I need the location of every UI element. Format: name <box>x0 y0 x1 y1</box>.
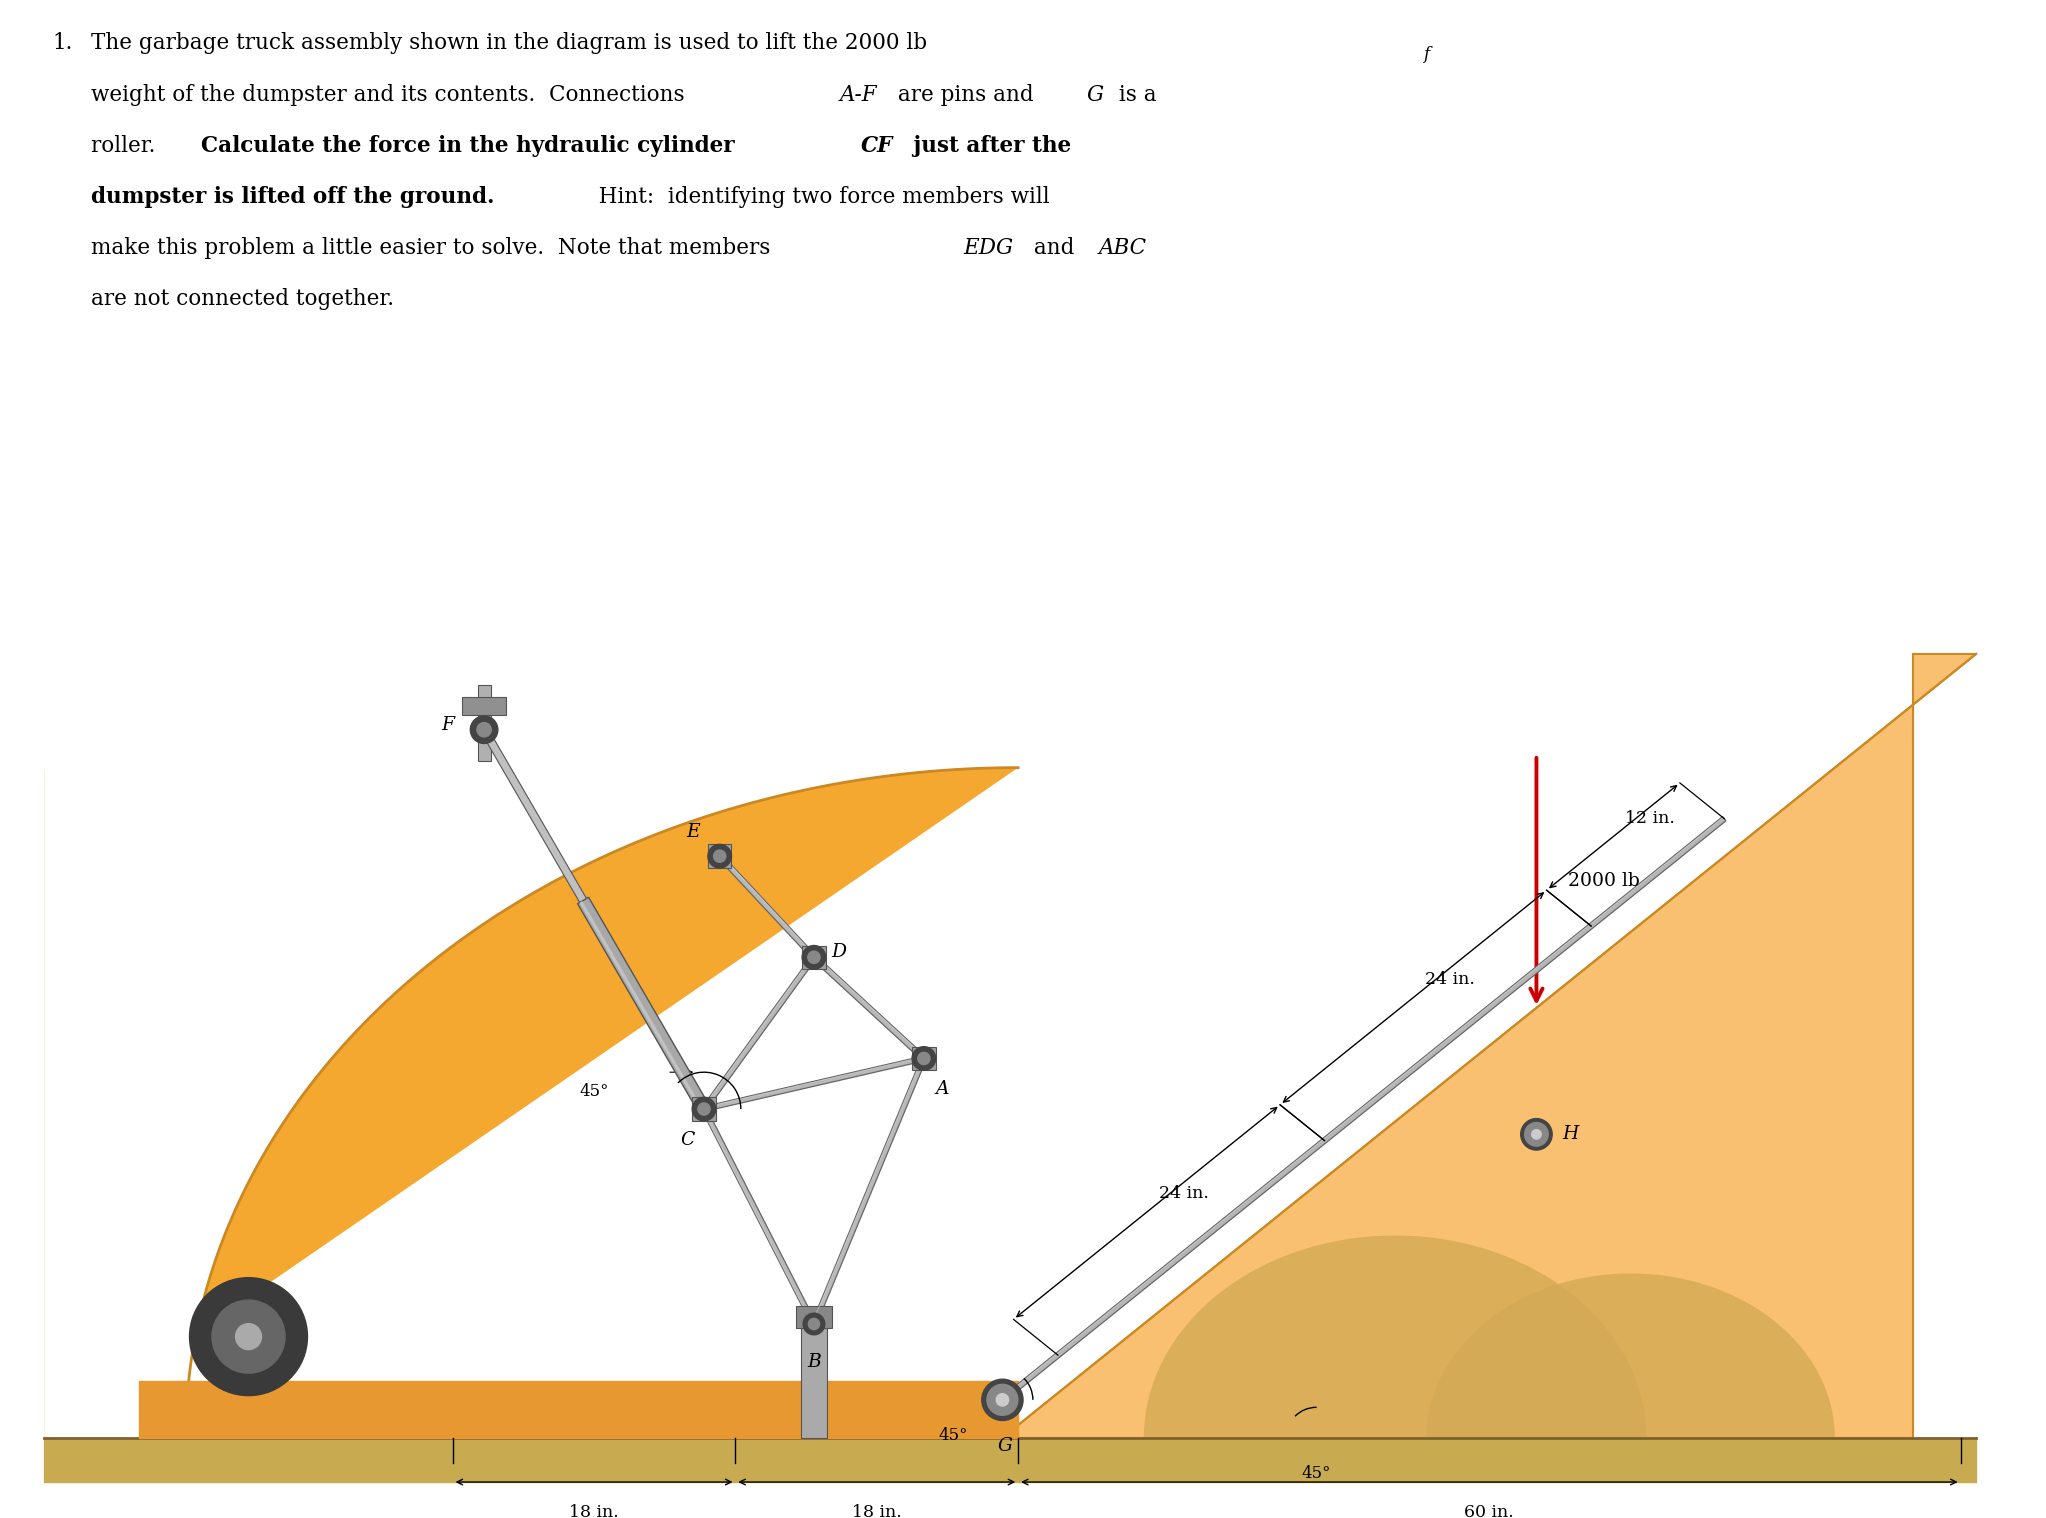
Bar <box>479 686 491 762</box>
Circle shape <box>477 723 491 736</box>
Circle shape <box>919 1052 931 1064</box>
Polygon shape <box>1426 1274 1835 1438</box>
Text: 45°: 45° <box>939 1427 968 1444</box>
Bar <box>708 844 732 868</box>
Text: D: D <box>831 943 847 961</box>
Text: A-F: A-F <box>839 83 878 106</box>
Text: 2000 lb: 2000 lb <box>1567 873 1639 891</box>
Circle shape <box>808 952 820 964</box>
Polygon shape <box>720 855 816 956</box>
Text: The garbage truck assembly shown in the diagram is used to lift the 2000 lb: The garbage truck assembly shown in the … <box>92 32 927 55</box>
Circle shape <box>714 850 726 862</box>
Polygon shape <box>702 1108 816 1325</box>
Polygon shape <box>1000 817 1727 1403</box>
Polygon shape <box>812 955 925 1061</box>
Bar <box>796 1307 831 1328</box>
Text: C: C <box>679 1131 694 1149</box>
Polygon shape <box>702 956 816 1111</box>
Text: 1.: 1. <box>51 32 72 55</box>
Circle shape <box>913 1047 935 1070</box>
Text: is a: is a <box>1113 83 1158 106</box>
Text: Calculate the force in the hydraulic cylinder: Calculate the force in the hydraulic cyl… <box>201 135 743 156</box>
Text: A: A <box>935 1081 949 1098</box>
Text: are not connected together.: are not connected together. <box>92 288 395 310</box>
Circle shape <box>986 1384 1019 1415</box>
Circle shape <box>982 1380 1023 1421</box>
Text: B: B <box>806 1354 820 1371</box>
Polygon shape <box>1003 654 1976 1438</box>
Polygon shape <box>1144 1236 1647 1438</box>
Circle shape <box>996 1394 1009 1406</box>
Text: make this problem a little easier to solve.  Note that members: make this problem a little easier to sol… <box>92 237 777 260</box>
Circle shape <box>802 946 827 968</box>
Text: ABC: ABC <box>1099 237 1146 260</box>
Polygon shape <box>814 956 925 1058</box>
Text: EDG: EDG <box>964 237 1013 260</box>
Circle shape <box>235 1324 262 1350</box>
Text: E: E <box>685 823 700 841</box>
Text: 18 in.: 18 in. <box>851 1503 902 1518</box>
Text: 60 in.: 60 in. <box>1465 1503 1514 1518</box>
Bar <box>692 1098 716 1120</box>
Circle shape <box>692 1098 716 1120</box>
Polygon shape <box>812 1058 923 1324</box>
Text: just after the: just after the <box>906 135 1070 156</box>
Polygon shape <box>812 1058 927 1325</box>
Polygon shape <box>45 768 1019 1438</box>
Circle shape <box>1524 1122 1549 1146</box>
Circle shape <box>190 1278 307 1395</box>
Circle shape <box>708 844 732 868</box>
Polygon shape <box>481 727 587 902</box>
Text: CF: CF <box>861 135 894 156</box>
Text: 45°: 45° <box>1301 1465 1332 1482</box>
Circle shape <box>1532 1129 1541 1138</box>
Text: 12 in.: 12 in. <box>1625 809 1676 827</box>
Circle shape <box>471 716 497 744</box>
Polygon shape <box>702 956 812 1108</box>
Polygon shape <box>45 768 1019 1438</box>
Text: 24 in.: 24 in. <box>1426 970 1475 988</box>
Text: G: G <box>1086 83 1103 106</box>
Text: f: f <box>1422 46 1430 62</box>
Bar <box>913 1047 935 1070</box>
Text: 45°: 45° <box>579 1082 608 1101</box>
Text: roller.: roller. <box>92 135 170 156</box>
Polygon shape <box>1000 817 1723 1398</box>
Circle shape <box>698 1104 710 1116</box>
Text: F: F <box>442 716 454 733</box>
Text: dumpster is lifted off the ground.: dumpster is lifted off the ground. <box>92 185 495 208</box>
Text: weight of the dumpster and its contents.  Connections: weight of the dumpster and its contents.… <box>92 83 692 106</box>
Polygon shape <box>718 855 816 959</box>
Text: H: H <box>1561 1125 1577 1143</box>
Circle shape <box>1520 1119 1553 1151</box>
Bar <box>462 697 505 715</box>
Text: Hint:  identifying two force members will: Hint: identifying two force members will <box>585 185 1050 208</box>
Text: are pins and: are pins and <box>892 83 1041 106</box>
Text: 18 in.: 18 in. <box>569 1503 620 1518</box>
Text: and: and <box>1027 237 1080 260</box>
Polygon shape <box>579 900 704 1111</box>
Polygon shape <box>704 1057 923 1108</box>
Circle shape <box>804 1313 825 1334</box>
Circle shape <box>213 1299 284 1374</box>
Bar <box>802 1319 827 1438</box>
Polygon shape <box>577 897 710 1113</box>
Text: G: G <box>998 1438 1013 1456</box>
Polygon shape <box>704 1057 925 1111</box>
Bar <box>802 946 827 968</box>
Circle shape <box>808 1318 820 1330</box>
Text: 24 in.: 24 in. <box>1158 1186 1209 1202</box>
Polygon shape <box>702 1110 812 1325</box>
